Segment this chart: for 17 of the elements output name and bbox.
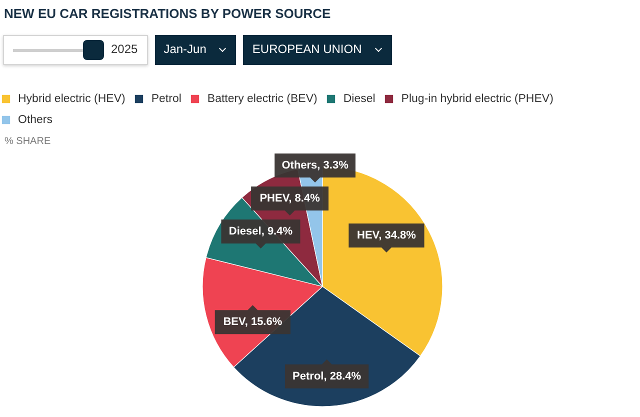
data-label: HEV, 34.8%	[357, 229, 416, 242]
data-label: Petrol, 28.4%	[292, 370, 362, 382]
year-slider: 2025	[3, 35, 148, 65]
legend-label: Diesel	[343, 92, 376, 105]
data-label: Diesel, 9.4%	[228, 226, 293, 238]
legend-label: Petrol	[151, 92, 182, 105]
dropdown: EUROPEAN UNION	[243, 35, 392, 65]
text: % SHARE	[4, 136, 51, 147]
legend-label: Battery electric (BEV)	[207, 92, 318, 105]
legend-label: Plug-in hybrid electric (PHEV)	[401, 92, 554, 105]
data-label: BEV, 15.6%	[223, 316, 282, 328]
data-label: Others, 3.3%	[282, 160, 349, 172]
legend-label: Others	[18, 113, 53, 126]
legend-label: Hybrid electric (HEV)	[18, 92, 126, 105]
chart-title: NEW EU CAR REGISTRATIONS BY POWER SOURCE	[4, 5, 331, 23]
dropdown: Jan-Jun	[154, 35, 236, 65]
data-label: PHEV, 8.4%	[260, 192, 320, 205]
